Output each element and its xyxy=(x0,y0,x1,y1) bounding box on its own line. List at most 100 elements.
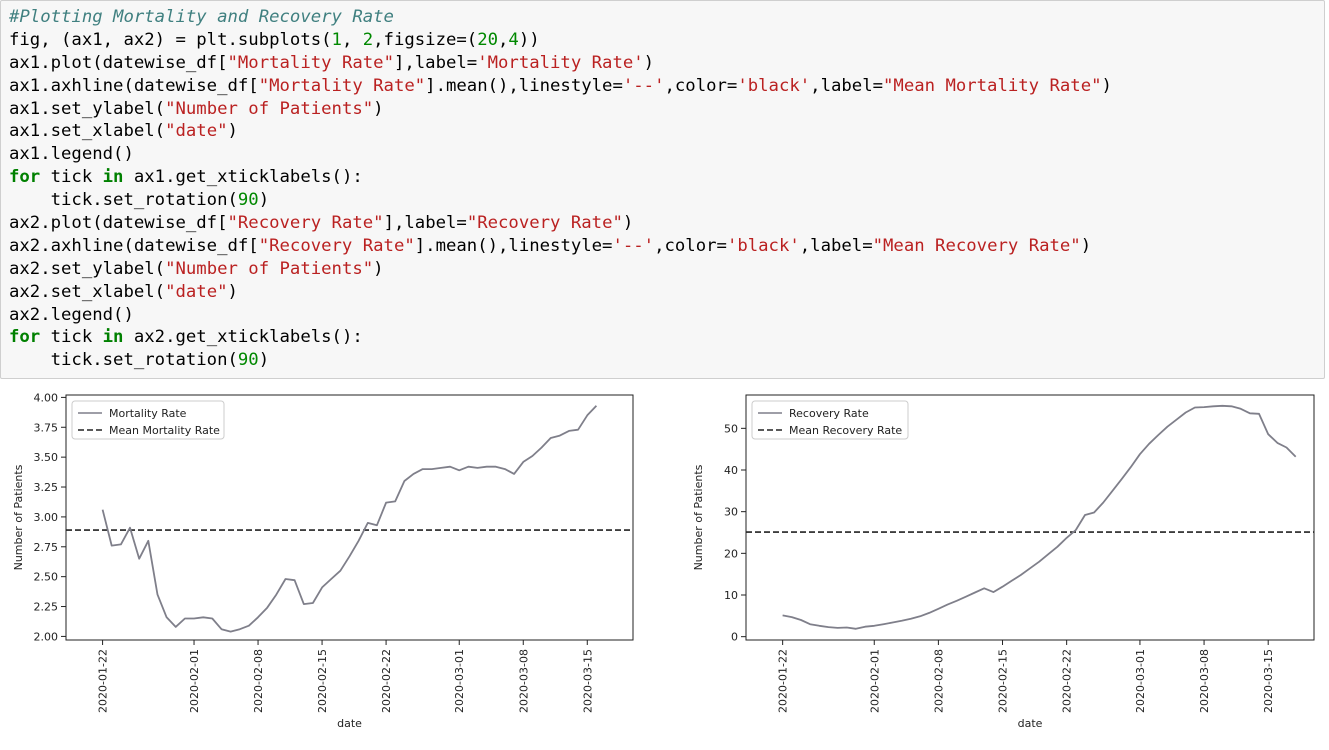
code-token: ) xyxy=(259,190,269,210)
code-token: ax2.legend() xyxy=(9,305,134,325)
code-token: ax1.set_ylabel( xyxy=(9,99,165,119)
code-token: 20 xyxy=(477,30,498,50)
legend-label: Recovery Rate xyxy=(789,407,869,420)
code-token: "Number of Patients" xyxy=(165,259,373,279)
x-tick-label: 2020-02-15 xyxy=(316,649,329,713)
code-token: tick.set_rotation( xyxy=(9,190,238,210)
code-token: 90 xyxy=(238,350,259,370)
code-token: ax2.axhline(datewise_df[ xyxy=(9,236,259,256)
code-token: 'black' xyxy=(727,236,800,256)
x-tick-label: 2020-03-01 xyxy=(453,649,466,713)
code-token: 2 xyxy=(363,30,373,50)
code-token: ) xyxy=(373,259,383,279)
code-token: ) xyxy=(623,213,633,233)
code-token: "Number of Patients" xyxy=(165,99,373,119)
code-token: "Recovery Rate" xyxy=(467,213,623,233)
code-token: ax1.set_xlabel( xyxy=(9,121,165,141)
code-token: tick xyxy=(40,327,102,347)
code-token: ,color= xyxy=(654,236,727,256)
code-line: ax2.set_xlabel("date") xyxy=(9,281,1112,304)
y-axis-label: Number of Patients xyxy=(12,464,25,570)
code-token: 1 xyxy=(332,30,342,50)
x-axis-label: date xyxy=(337,717,362,730)
code-token: tick xyxy=(40,167,102,187)
code-token: "Mean Mortality Rate" xyxy=(883,76,1102,96)
code-token: , xyxy=(342,30,363,50)
code-token: ax1.legend() xyxy=(9,144,134,164)
code-editor[interactable]: #Plotting Mortality and Recovery Rate fig… xyxy=(9,6,1112,372)
code-token: ax2.set_ylabel( xyxy=(9,259,165,279)
legend: Recovery Rate Mean Recovery Rate xyxy=(752,401,908,439)
code-token: ,label= xyxy=(810,76,883,96)
code-token: ) xyxy=(259,350,269,370)
code-token: "Mean Recovery Rate" xyxy=(873,236,1081,256)
y-tick-label: 20 xyxy=(724,547,738,560)
code-token: "Mortality Rate" xyxy=(228,53,394,73)
x-tick-label: 2020-02-15 xyxy=(997,649,1010,713)
x-tick-label: 2020-03-15 xyxy=(1262,649,1275,713)
code-token: ],label= xyxy=(394,53,477,73)
code-token: in xyxy=(103,167,124,187)
code-token: , xyxy=(498,30,508,50)
code-token: ax2.set_xlabel( xyxy=(9,282,165,302)
x-tick-label: 2020-02-22 xyxy=(380,649,393,713)
legend-label: Mortality Rate xyxy=(109,407,187,420)
code-token: ) xyxy=(644,53,654,73)
x-tick-label: 2020-01-22 xyxy=(97,649,110,713)
code-token: "date" xyxy=(165,121,227,141)
x-tick-label: 2020-02-01 xyxy=(188,649,201,713)
code-token: "date" xyxy=(165,282,227,302)
legend: Mortality Rate Mean Mortality Rate xyxy=(72,401,224,439)
y-tick-label: 3.00 xyxy=(34,511,59,524)
recovery-chart: 0 10 20 30 40 50 2020-01-22 2020-02-01 2020-02-0… xyxy=(692,395,1314,730)
code-line: ax1.set_xlabel("date") xyxy=(9,120,1112,143)
code-token: 4 xyxy=(508,30,518,50)
y-tick-label: 4.00 xyxy=(34,391,59,404)
y-tick-label: 3.25 xyxy=(34,481,59,494)
code-token: '--' xyxy=(612,236,654,256)
code-token: ].mean(),linestyle= xyxy=(415,236,613,256)
code-token: '--' xyxy=(623,76,665,96)
code-token: for xyxy=(9,167,40,187)
code-token: ].mean(),linestyle= xyxy=(425,76,623,96)
code-line: ax1.axhline(datewise_df["Mortality Rate"… xyxy=(9,75,1112,98)
code-line: ax1.legend() xyxy=(9,143,1112,166)
code-token: ,figsize=( xyxy=(373,30,477,50)
code-token: for xyxy=(9,327,40,347)
x-axis-label: date xyxy=(1018,717,1043,730)
code-line: fig, (ax1, ax2) = plt.subplots(1, 2,figs… xyxy=(9,29,1112,52)
plot-output: 2.00 2.25 2.50 2.75 3.00 3.25 3.50 3.75 4.00 2020… xyxy=(0,385,1329,745)
code-cell[interactable]: #Plotting Mortality and Recovery Rate fig… xyxy=(0,0,1325,379)
x-tick-label: 2020-03-08 xyxy=(517,649,530,713)
code-token: ax2.plot(datewise_df[ xyxy=(9,213,228,233)
code-line: ax1.plot(datewise_df["Mortality Rate"],l… xyxy=(9,52,1112,75)
code-token: )) xyxy=(519,30,540,50)
code-token: ,label= xyxy=(800,236,873,256)
code-token: "Mortality Rate" xyxy=(259,76,425,96)
code-token: fig, (ax1, ax2) = plt.subplots( xyxy=(9,30,332,50)
code-token: ax1.plot(datewise_df[ xyxy=(9,53,228,73)
y-tick-label: 3.50 xyxy=(34,451,59,464)
y-tick-label: 2.50 xyxy=(34,571,59,584)
code-token: #Plotting Mortality and Recovery Rate xyxy=(9,7,394,27)
code-token: ax2.get_xticklabels(): xyxy=(123,327,362,347)
code-line: tick.set_rotation(90) xyxy=(9,189,1112,212)
code-line: ax2.plot(datewise_df["Recovery Rate"],la… xyxy=(9,212,1112,235)
code-line: #Plotting Mortality and Recovery Rate xyxy=(9,6,1112,29)
y-tick-label: 50 xyxy=(724,422,738,435)
y-axis-label: Number of Patients xyxy=(692,464,705,570)
y-tick-label: 2.25 xyxy=(34,601,59,614)
code-token: ) xyxy=(228,121,238,141)
code-token: ) xyxy=(373,99,383,119)
x-tick-label: 2020-03-08 xyxy=(1198,649,1211,713)
code-token: "Recovery Rate" xyxy=(259,236,415,256)
legend-label: Mean Recovery Rate xyxy=(789,424,902,437)
code-line: tick.set_rotation(90) xyxy=(9,349,1112,372)
code-token: tick.set_rotation( xyxy=(9,350,238,370)
code-line: for tick in ax2.get_xticklabels(): xyxy=(9,326,1112,349)
code-token: ) xyxy=(228,282,238,302)
code-token: ,color= xyxy=(664,76,737,96)
x-tick-label: 2020-02-22 xyxy=(1061,649,1074,713)
x-tick-label: 2020-02-01 xyxy=(868,649,881,713)
y-tick-label: 40 xyxy=(724,464,738,477)
